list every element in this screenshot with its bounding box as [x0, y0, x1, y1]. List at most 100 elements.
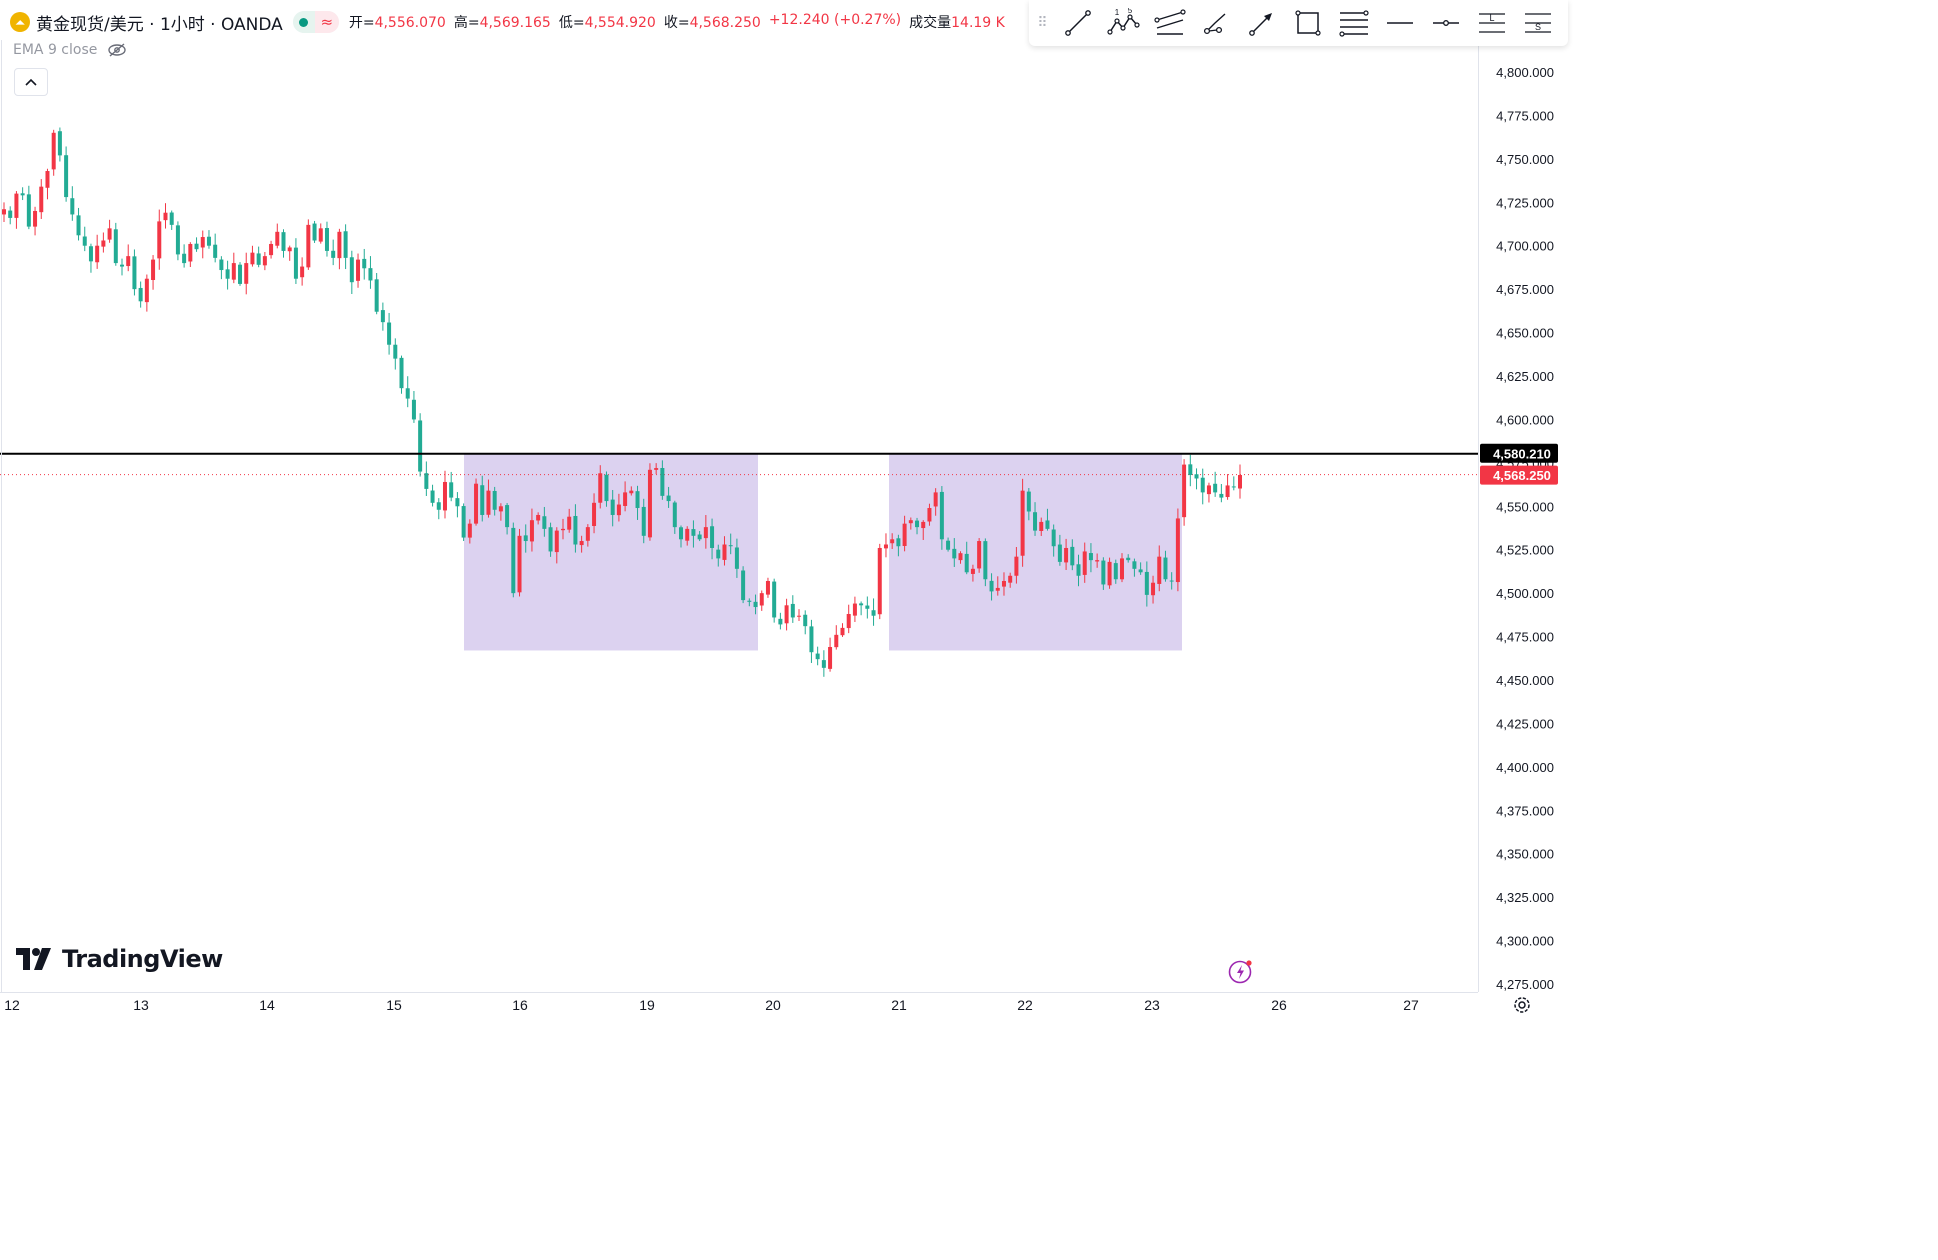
- candle: [983, 538, 988, 587]
- candle-body: [474, 483, 479, 524]
- candle: [194, 237, 199, 252]
- lightning-icon[interactable]: [1228, 958, 1254, 984]
- price-tick-label: 4,650.000: [1496, 326, 1554, 341]
- candle-body: [430, 490, 435, 503]
- candle: [908, 517, 913, 530]
- candle-body: [324, 227, 329, 251]
- parallel-channel-icon[interactable]: [1147, 3, 1193, 43]
- long-label: L: [1489, 13, 1494, 23]
- candle: [88, 243, 93, 273]
- gold-coin-icon: ⏶: [10, 12, 30, 32]
- horizontal-ray-icon[interactable]: [1377, 3, 1423, 43]
- candle: [1095, 553, 1100, 568]
- candle: [1070, 539, 1075, 571]
- rectangle-icon[interactable]: [1285, 3, 1331, 43]
- candle: [1045, 508, 1050, 531]
- drag-handle-icon[interactable]: ⠿: [1037, 15, 1047, 31]
- candle-body: [666, 495, 671, 502]
- candle: [654, 463, 659, 475]
- candle-body: [45, 171, 50, 188]
- candle: [1101, 557, 1106, 590]
- candle: [1064, 538, 1069, 570]
- collapse-legend-button[interactable]: [14, 68, 48, 96]
- time-tick-label: 27: [1403, 997, 1419, 1013]
- candle: [809, 619, 814, 663]
- level-price-text: 4,580.210: [1493, 446, 1551, 461]
- tradingview-logo[interactable]: TradingView: [16, 945, 223, 973]
- symbol-title[interactable]: 黄金现货/美元 · 1小时 · OANDA: [36, 14, 283, 35]
- candle-body: [1001, 580, 1006, 587]
- price-axis[interactable]: 4,275.000 4,300.000 4,325.000 4,350.000 4,37…: [1496, 65, 1554, 992]
- candle-body: [492, 490, 497, 510]
- candle-body: [194, 243, 199, 250]
- candle: [82, 226, 87, 252]
- candle-body: [970, 568, 975, 574]
- path-icon[interactable]: [1193, 3, 1239, 43]
- candle: [1206, 482, 1211, 503]
- time-axis[interactable]: 12 13 14 15 16 19 20 21 22 23 26 27: [4, 997, 1419, 1013]
- candle: [250, 245, 255, 267]
- candle: [797, 609, 802, 621]
- last-price-label: 4,568.250: [1480, 465, 1558, 485]
- candle-body: [1076, 564, 1081, 576]
- price-tick-label: 4,750.000: [1496, 152, 1554, 167]
- candle-body: [144, 278, 149, 303]
- candle: [182, 244, 187, 268]
- candle: [486, 479, 491, 518]
- candle-body: [505, 505, 510, 528]
- candle: [1144, 561, 1149, 607]
- consolidation-zone-rect[interactable]: [464, 453, 758, 651]
- volume-label: 成交量: [909, 15, 952, 31]
- wave-label-5: 5: [1128, 8, 1133, 15]
- gear-icon[interactable]: [1511, 994, 1533, 1016]
- candle: [1026, 488, 1031, 521]
- indicator-label[interactable]: EMA 9 close: [13, 42, 98, 58]
- candle: [393, 338, 398, 370]
- long-position-icon[interactable]: L: [1469, 3, 1515, 43]
- volume-value: 14.19 K: [951, 15, 1005, 31]
- candle: [324, 221, 329, 257]
- time-tick-label: 15: [386, 997, 402, 1013]
- candle: [430, 484, 435, 507]
- candle-body: [542, 516, 547, 529]
- candle-body: [461, 506, 466, 538]
- short-position-icon[interactable]: S: [1515, 3, 1561, 43]
- candle: [579, 535, 584, 553]
- candle: [772, 578, 777, 623]
- consolidation-zone-rect[interactable]: [889, 453, 1182, 651]
- candle-body: [362, 258, 367, 269]
- candle-body: [641, 506, 646, 536]
- price-chart[interactable]: 4,275.000 4,300.000 4,325.000 4,350.000 4,37…: [0, 0, 1568, 1019]
- candle-body: [418, 420, 423, 472]
- candle-body: [356, 259, 361, 281]
- candle: [716, 544, 721, 567]
- candle-body: [424, 473, 429, 489]
- candle: [45, 168, 50, 200]
- candle: [188, 242, 193, 267]
- trend-line-icon[interactable]: [1055, 3, 1101, 43]
- price-tick-label: 4,600.000: [1496, 412, 1554, 427]
- candle: [952, 538, 957, 567]
- low-label: 低=: [558, 15, 585, 31]
- eye-off-icon[interactable]: [107, 43, 127, 57]
- candle-body: [138, 287, 143, 302]
- arrow-icon[interactable]: [1239, 3, 1285, 43]
- candle-body: [1051, 529, 1056, 547]
- candle: [946, 537, 951, 552]
- fib-retracement-icon[interactable]: [1331, 3, 1377, 43]
- candle: [101, 232, 106, 253]
- candle-body: [442, 481, 447, 511]
- candle-body: [616, 504, 621, 516]
- market-status[interactable]: ≈: [292, 11, 339, 33]
- candle-body: [679, 527, 684, 540]
- candle: [1138, 562, 1143, 575]
- candle-body: [269, 243, 274, 256]
- time-tick-label: 16: [512, 997, 528, 1013]
- candle-body: [51, 132, 56, 170]
- wave-label-1: 1: [1115, 8, 1120, 17]
- candle: [275, 223, 280, 249]
- indicator-row[interactable]: EMA 9 close: [13, 42, 127, 58]
- horizontal-line-icon[interactable]: [1423, 3, 1469, 43]
- candle-body: [809, 626, 814, 653]
